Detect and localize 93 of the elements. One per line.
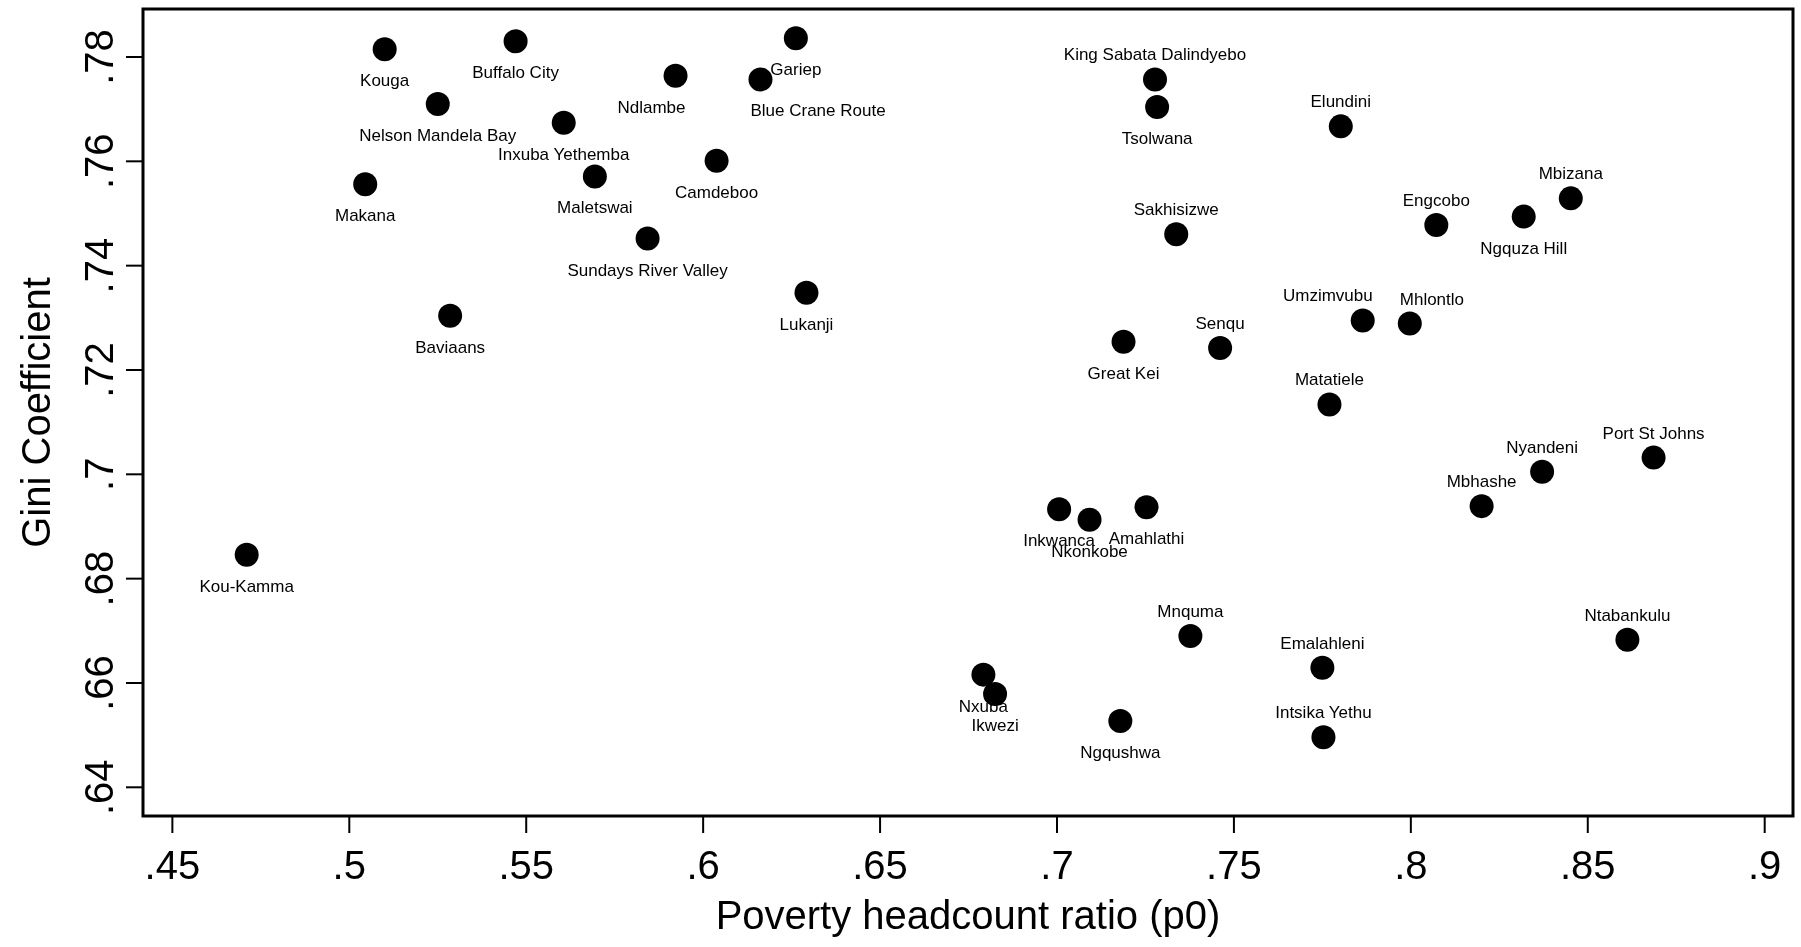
x-tick-label: .9: [1748, 843, 1782, 887]
annotation: Sakhisizwe: [1133, 200, 1219, 220]
annotation: Buffalo City: [472, 63, 560, 83]
point: [1310, 655, 1335, 680]
point: [503, 29, 528, 54]
point: [1208, 336, 1233, 361]
annotation: Kouga: [360, 71, 410, 91]
y-tick-label: .7: [77, 457, 121, 491]
x-tick-label: .85: [1559, 843, 1616, 887]
annotation: Sundays River Valley: [567, 260, 729, 280]
annotation: Emalahleni: [1280, 633, 1365, 653]
point: [582, 164, 607, 189]
y-tick-label: .78: [77, 29, 121, 85]
point: [1641, 445, 1666, 470]
point: [1615, 627, 1640, 652]
annotation: Port St Johns: [1602, 423, 1705, 443]
annotation: Inxuba Yethemba: [498, 144, 630, 164]
annotation: Intsika Yethu: [1275, 703, 1372, 723]
y-tick-label: .74: [77, 237, 121, 294]
point: [704, 148, 729, 173]
y-tick-label: .64: [77, 759, 121, 816]
annotation: King Sabata Dalindyebo: [1063, 45, 1247, 65]
annotation: Umzimvubu: [1282, 286, 1373, 306]
point: [663, 63, 688, 88]
point: [551, 110, 576, 135]
y-axis-title: Gini Coefficient: [14, 277, 58, 548]
x-tick-label: .75: [1206, 843, 1262, 887]
annotation: Great Kei: [1087, 363, 1160, 383]
annotation: Ndlambe: [617, 97, 686, 117]
point: [1178, 624, 1203, 649]
annotation: Nelson Mandela Bay: [359, 125, 517, 145]
point: [1350, 308, 1375, 333]
point: [1077, 507, 1102, 532]
annotation: Engcobo: [1402, 190, 1470, 210]
annotation: Mbizana: [1538, 164, 1604, 184]
point: [1424, 212, 1449, 237]
point: [1511, 204, 1536, 229]
point: [1311, 725, 1336, 750]
annotation: Kou-Kamma: [199, 576, 295, 596]
x-tick-label: .65: [852, 843, 908, 887]
annotation: Ngquza Hill: [1480, 238, 1568, 258]
y-tick-label: .76: [77, 133, 121, 190]
x-tick-label: .6: [686, 843, 720, 887]
annotation: Gariep: [770, 60, 822, 80]
point: [783, 26, 808, 51]
point: [1111, 329, 1136, 354]
point: [1397, 311, 1422, 336]
annotation: Senqu: [1195, 314, 1245, 334]
point: [1317, 392, 1342, 417]
y-tick-label: .66: [77, 655, 121, 711]
annotation: Lukanji: [779, 314, 834, 334]
annotation: Tsolwana: [1121, 129, 1194, 149]
annotation: Blue Crane Route: [750, 101, 886, 121]
x-tick-label: .7: [1040, 843, 1074, 887]
point: [1164, 222, 1189, 247]
point: [1047, 497, 1072, 522]
point: [748, 67, 773, 92]
annotation: Mhlontlo: [1399, 289, 1465, 309]
annotation: Ntabankulu: [1584, 605, 1671, 625]
x-tick-label: .55: [498, 843, 555, 887]
point: [372, 37, 397, 62]
annotation: Ngqushwa: [1080, 743, 1162, 763]
point: [971, 662, 996, 687]
x-tick-label: .5: [332, 843, 366, 887]
point: [438, 303, 463, 328]
point: [1558, 186, 1583, 211]
point: [794, 280, 819, 305]
annotation: Ikwezi: [971, 715, 1019, 735]
point: [1143, 67, 1168, 92]
y-tick-label: .72: [77, 342, 121, 398]
point: [234, 542, 259, 567]
x-tick-label: .45: [144, 843, 201, 887]
annotation: Mnquma: [1157, 602, 1225, 622]
point: [1328, 114, 1353, 139]
annotation: Mbhashe: [1446, 472, 1517, 492]
annotation: Camdeboo: [675, 182, 759, 202]
point: [1530, 459, 1555, 484]
point: [1108, 709, 1133, 734]
x-tick-label: .8: [1394, 843, 1428, 887]
annotation: Nyandeni: [1506, 437, 1579, 457]
point: [1469, 494, 1494, 519]
point: [1134, 495, 1159, 520]
annotation: Makana: [334, 206, 396, 226]
point: [353, 172, 378, 197]
point: [425, 91, 450, 116]
annotation: Elundini: [1310, 92, 1372, 112]
x-axis-title: Poverty headcount ratio (p0): [715, 893, 1221, 937]
point: [1145, 95, 1170, 120]
y-tick-label: .68: [77, 550, 121, 607]
point: [635, 226, 660, 251]
annotation: Maletswai: [557, 198, 633, 218]
annotation: Baviaans: [415, 337, 486, 357]
annotation: Matatiele: [1294, 370, 1364, 390]
